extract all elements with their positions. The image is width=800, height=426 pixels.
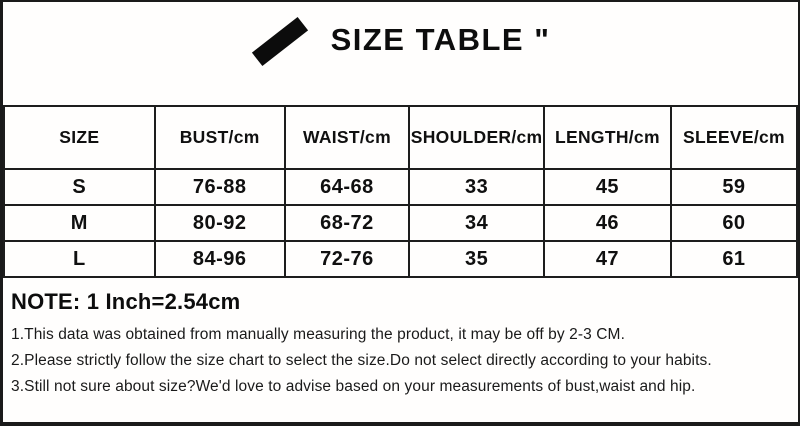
table-cell: S [3,168,156,206]
table-cell: M [3,204,156,242]
table-cell: 60 [669,204,798,242]
table-cell: 68-72 [283,204,411,242]
note-item-1: 1.This data was obtained from manually m… [11,326,625,343]
table-cell: 35 [408,240,545,278]
table-cell: 34 [408,204,545,242]
table-cell: 80-92 [153,204,286,242]
note-item-3: 3.Still not sure about size?We'd love to… [11,378,696,395]
title-group: SIZE TABLE " [251,16,551,67]
header-cell-bust: BUST/cm [153,105,286,170]
table-cell: 61 [669,240,798,278]
title-bar: SIZE TABLE " [3,2,798,105]
header-cell-shoulder: SHOULDER/cm [408,105,545,170]
table-row-m: M 80-92 68-72 34 46 60 [3,204,798,242]
note-item-2: 2.Please strictly follow the size chart … [11,352,712,369]
size-table: SIZE BUST/cm WAIST/cm SHOULDER/cm LENGTH… [3,105,798,278]
note-heading: NOTE: 1 Inch=2.54cm [11,289,241,314]
notes-section: NOTE: 1 Inch=2.54cm 1.This data was obta… [3,278,798,400]
table-cell: 84-96 [153,240,286,278]
table-cell: 59 [669,168,798,206]
table-cell: 45 [543,168,672,206]
header-cell-sleeve: SLEEVE/cm [669,105,798,170]
header-cell-length: LENGTH/cm [543,105,672,170]
table-cell: 76-88 [153,168,286,206]
table-cell: 47 [543,240,672,278]
page-title: SIZE TABLE " [330,21,551,57]
table-row-l: L 84-96 72-76 35 47 61 [3,240,798,278]
table-row-s: S 76-88 64-68 33 45 59 [3,168,798,206]
table-cell: L [3,240,156,278]
table-cell: 33 [408,168,545,206]
table-cell: 46 [543,204,672,242]
header-cell-waist: WAIST/cm [283,105,411,170]
brush-stroke-icon [251,16,308,67]
table-cell: 72-76 [283,240,411,278]
table-header-row: SIZE BUST/cm WAIST/cm SHOULDER/cm LENGTH… [3,105,798,170]
header-cell-size: SIZE [3,105,156,170]
table-cell: 64-68 [283,168,411,206]
